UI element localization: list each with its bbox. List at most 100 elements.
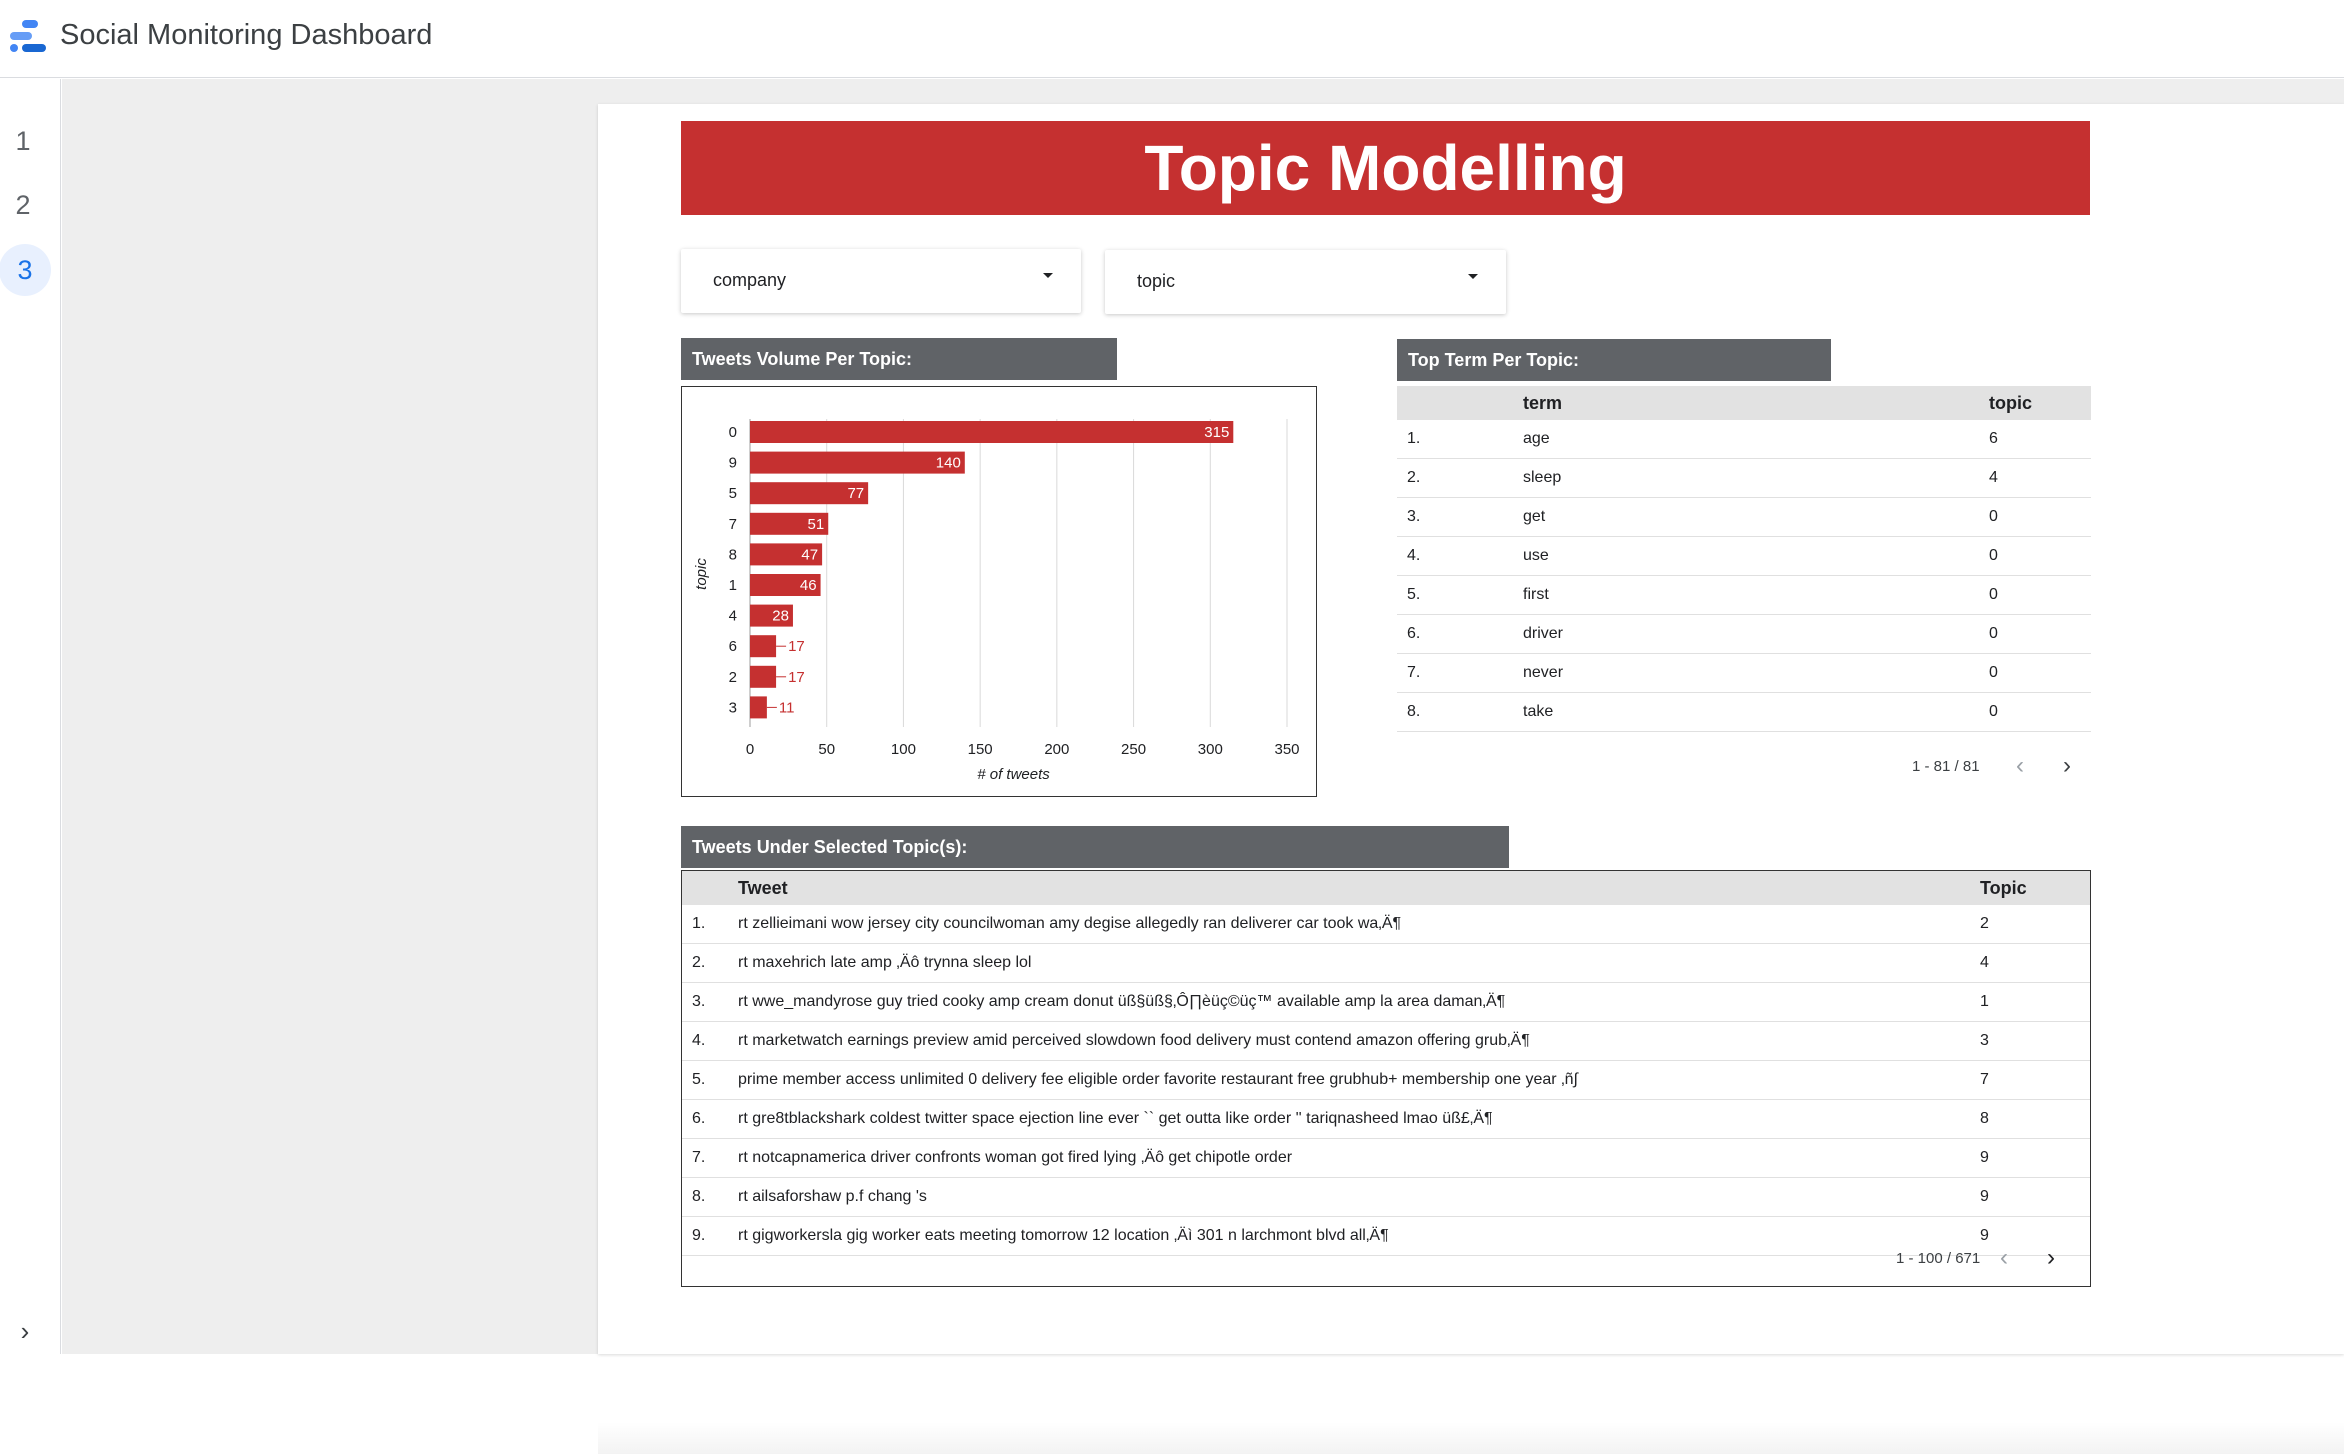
x-tick-label: 0 (746, 741, 754, 758)
y-tick-label: 8 (729, 546, 737, 563)
term-cell: use (1523, 547, 1549, 564)
row-index: 8. (692, 1188, 706, 1205)
report-title: Topic Modelling (1144, 132, 1627, 204)
x-tick-label: 250 (1121, 741, 1146, 758)
table-row[interactable]: 2. sleep 4 (1397, 459, 2091, 498)
row-index: 9. (692, 1227, 706, 1244)
term-cell: first (1523, 586, 1549, 603)
column-header-topic[interactable]: Topic (1980, 878, 2027, 898)
table-row[interactable]: 7. rt notcapnamerica driver confronts wom… (682, 1139, 2090, 1178)
y-tick-label: 2 (729, 669, 737, 686)
data-label: 315 (1204, 424, 1229, 441)
bar (750, 665, 777, 688)
table-row[interactable]: 9. amp 1 (1397, 732, 2091, 744)
table-row[interactable]: 9. rt gigworkersla gig worker eats meetin… (682, 1217, 2090, 1256)
topic-cell: 7 (1980, 1071, 1989, 1088)
tweet-cell: rt wwe_mandyrose guy tried cooky amp cre… (738, 993, 1506, 1010)
bar (750, 696, 767, 719)
row-index: 7. (1407, 664, 1421, 681)
table-row[interactable]: 8. take 0 (1397, 693, 2091, 732)
bar (750, 451, 965, 474)
topic-cell: 2 (1980, 915, 1989, 932)
x-tick-label: 350 (1274, 741, 1299, 758)
table-row[interactable]: 5. prime member access unlimited 0 delive… (682, 1061, 2090, 1100)
table-row[interactable]: 6. driver 0 (1397, 615, 2091, 654)
tweet-cell: prime member access unlimited 0 delivery… (738, 1071, 1578, 1088)
table-row[interactable]: 1. age 6 (1397, 420, 2091, 459)
y-tick-label: 9 (729, 455, 737, 472)
data-label: 28 (772, 608, 789, 625)
column-header-topic[interactable]: topic (1989, 393, 2032, 413)
tweets-volume-bar-chart[interactable]: 0 50 100 150 200 250 300 350 0 315 9 140 5 77 7 51 8 47 1 4… (681, 386, 1317, 797)
y-tick-label: 7 (729, 516, 737, 533)
report-banner: Topic Modelling (681, 121, 2090, 215)
tweets-table: Tweet Topic 1. rt zellieimani wow jersey … (681, 870, 2091, 1287)
tweet-table-pagination: 1 - 100 / 671 (1896, 1250, 1981, 1267)
x-tick-label: 300 (1198, 741, 1223, 758)
topic-cell: 1 (1980, 993, 1989, 1010)
row-index: 7. (692, 1149, 706, 1166)
chevron-left-icon[interactable]: ‹ (2016, 752, 2024, 779)
data-label: 17 (788, 669, 805, 686)
data-label: 11 (779, 699, 795, 716)
tweet-cell: rt zellieimani wow jersey city councilwo… (738, 915, 1402, 932)
top-term-table: term topic 1. age 6 2. sleep 4 3. get 0 4. use 0 5. f… (1397, 386, 2091, 744)
topic-cell: 4 (1989, 469, 1998, 486)
topic-cell: 0 (1989, 625, 1998, 642)
topic-cell: 9 (1980, 1149, 1989, 1166)
term-cell: amp (1523, 732, 1554, 744)
table-row[interactable]: 7. never 0 (1397, 654, 2091, 693)
topic-cell: 0 (1989, 664, 1998, 681)
data-label: 77 (847, 485, 864, 502)
table-row[interactable]: 3. rt wwe_mandyrose guy tried cooky amp c… (682, 983, 2090, 1022)
tweet-cell: rt maxehrich late amp ‚Äô trynna sleep l… (738, 954, 1032, 971)
row-index: 5. (692, 1071, 706, 1088)
x-tick-label: 50 (818, 741, 835, 758)
topic-cell: 1 (1989, 732, 1998, 744)
table-row[interactable]: 4. use 0 (1397, 537, 2091, 576)
term-cell: never (1523, 664, 1564, 681)
table-row[interactable]: 6. rt gre8tblackshark coldest twitter spa… (682, 1100, 2090, 1139)
row-index: 5. (1407, 586, 1421, 603)
company-filter-label: company (713, 270, 787, 290)
table-row[interactable]: 3. get 0 (1397, 498, 2091, 537)
data-label: 17 (788, 638, 805, 655)
chevron-right-icon[interactable]: › (20, 1316, 30, 1346)
row-index: 2. (692, 954, 706, 971)
y-tick-label: 6 (729, 638, 737, 655)
table-row[interactable]: 1. rt zellieimani wow jersey city council… (682, 905, 2090, 944)
topic-filter-dropdown[interactable]: topic (1105, 250, 1506, 314)
table-row[interactable]: 8. rt ailsaforshaw p.f chang 's 9 (682, 1178, 2090, 1217)
volume-chart-header: Tweets Volume Per Topic: (681, 338, 1117, 380)
x-tick-label: 200 (1044, 741, 1069, 758)
chevron-left-icon[interactable]: ‹ (2000, 1244, 2008, 1271)
data-label: 46 (800, 577, 817, 594)
table-header-row: Tweet Topic (682, 871, 2090, 905)
page-tab-1[interactable]: 1 (15, 126, 31, 156)
page-tab-3[interactable]: 3 (0, 244, 51, 296)
column-header-tweet[interactable]: Tweet (738, 878, 788, 898)
company-filter-dropdown[interactable]: company (681, 249, 1081, 313)
table-row[interactable]: 5. first 0 (1397, 576, 2091, 615)
term-cell: age (1523, 430, 1550, 447)
app-header: Social Monitoring Dashboard (0, 0, 2344, 78)
tweet-table-header: Tweets Under Selected Topic(s): (681, 826, 1509, 868)
topic-cell: 0 (1989, 547, 1998, 564)
table-row[interactable]: 4. rt marketwatch earnings preview amid p… (682, 1022, 2090, 1061)
page-navigation-rail: 1 2 3 › (0, 79, 61, 1354)
table-row[interactable]: 2. rt maxehrich late amp ‚Äô trynna sleep… (682, 944, 2090, 983)
topic-cell: 0 (1989, 703, 1998, 720)
y-axis-title: topic (693, 558, 710, 590)
chevron-right-icon[interactable]: › (2063, 752, 2071, 779)
term-cell: get (1523, 508, 1546, 525)
bar (750, 512, 829, 535)
data-label: 51 (808, 516, 825, 533)
chevron-right-icon[interactable]: › (2047, 1244, 2055, 1271)
data-label: 47 (801, 546, 818, 563)
column-header-term[interactable]: term (1523, 393, 1563, 413)
page-tab-2[interactable]: 2 (15, 190, 31, 220)
bar (750, 543, 823, 566)
x-tick-label: 100 (891, 741, 916, 758)
row-index: 9. (1407, 732, 1420, 744)
topic-cell: 9 (1980, 1188, 1989, 1205)
